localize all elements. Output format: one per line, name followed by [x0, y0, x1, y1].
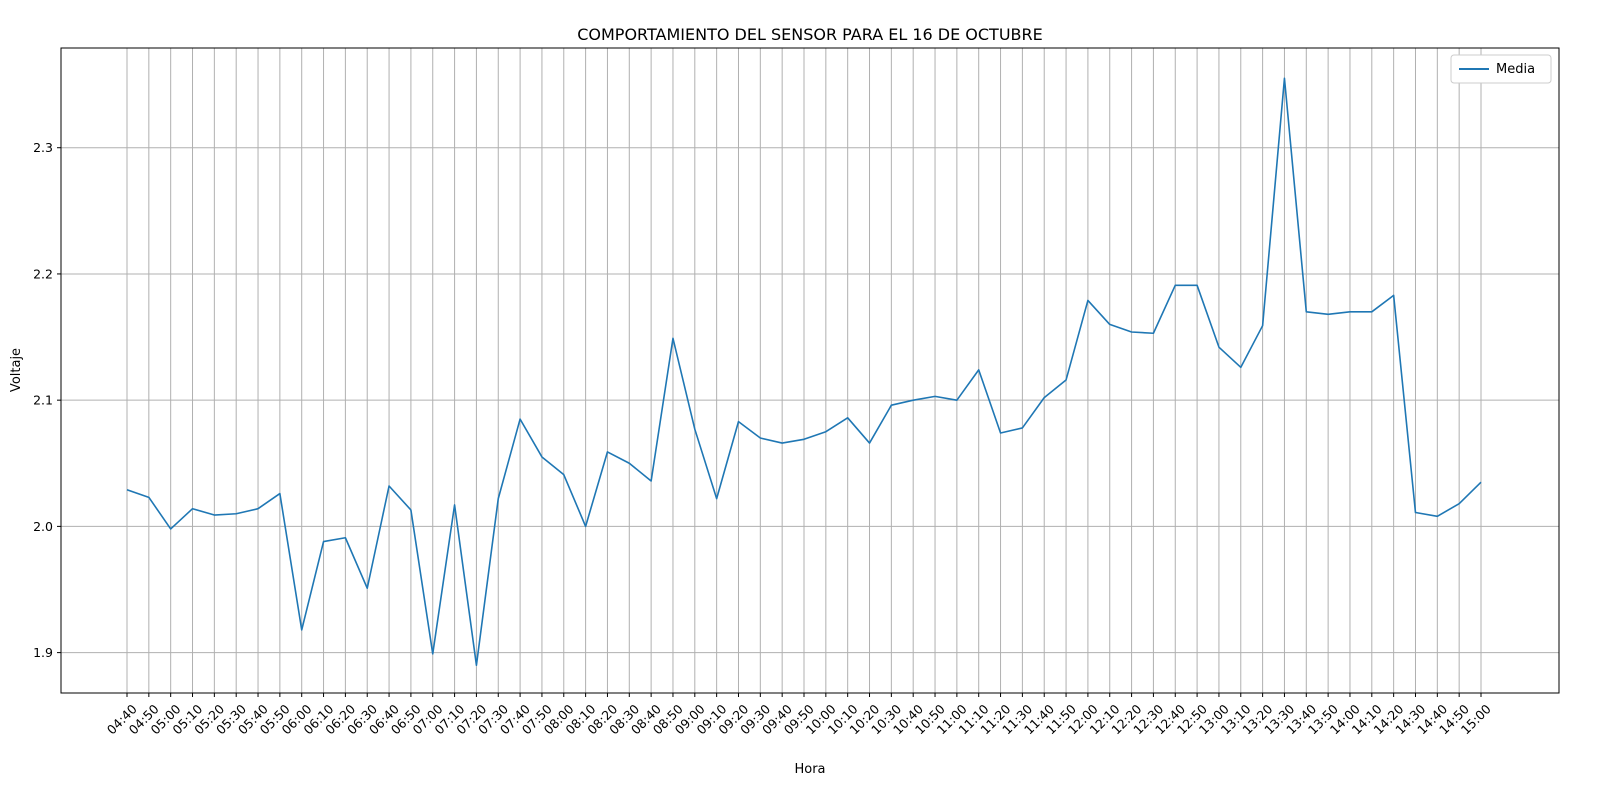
y-tick-layer: 1.9 2.0 2.1 2.2 2.3 [33, 140, 61, 660]
legend: Media [1450, 54, 1552, 84]
y-tick-label: 2.2 [33, 266, 53, 281]
chart-title: COMPORTAMIENTO DEL SENSOR PARA EL 16 DE … [577, 25, 1043, 44]
y-tick-label: 2.1 [33, 393, 53, 408]
y-axis-label: Voltaje [9, 348, 24, 392]
plot-frame [60, 47, 1560, 694]
y-tick-label: 1.9 [33, 645, 53, 660]
y-tick-label: 2.3 [33, 140, 53, 155]
series-layer [126, 77, 1482, 667]
x-axis-label: Hora [794, 762, 825, 777]
y-tick-label: 2.0 [33, 519, 53, 534]
legend-label: Media [1496, 62, 1535, 77]
grid-layer [61, 48, 1559, 693]
legend-box [1450, 54, 1552, 84]
series-line-media [126, 77, 1482, 667]
